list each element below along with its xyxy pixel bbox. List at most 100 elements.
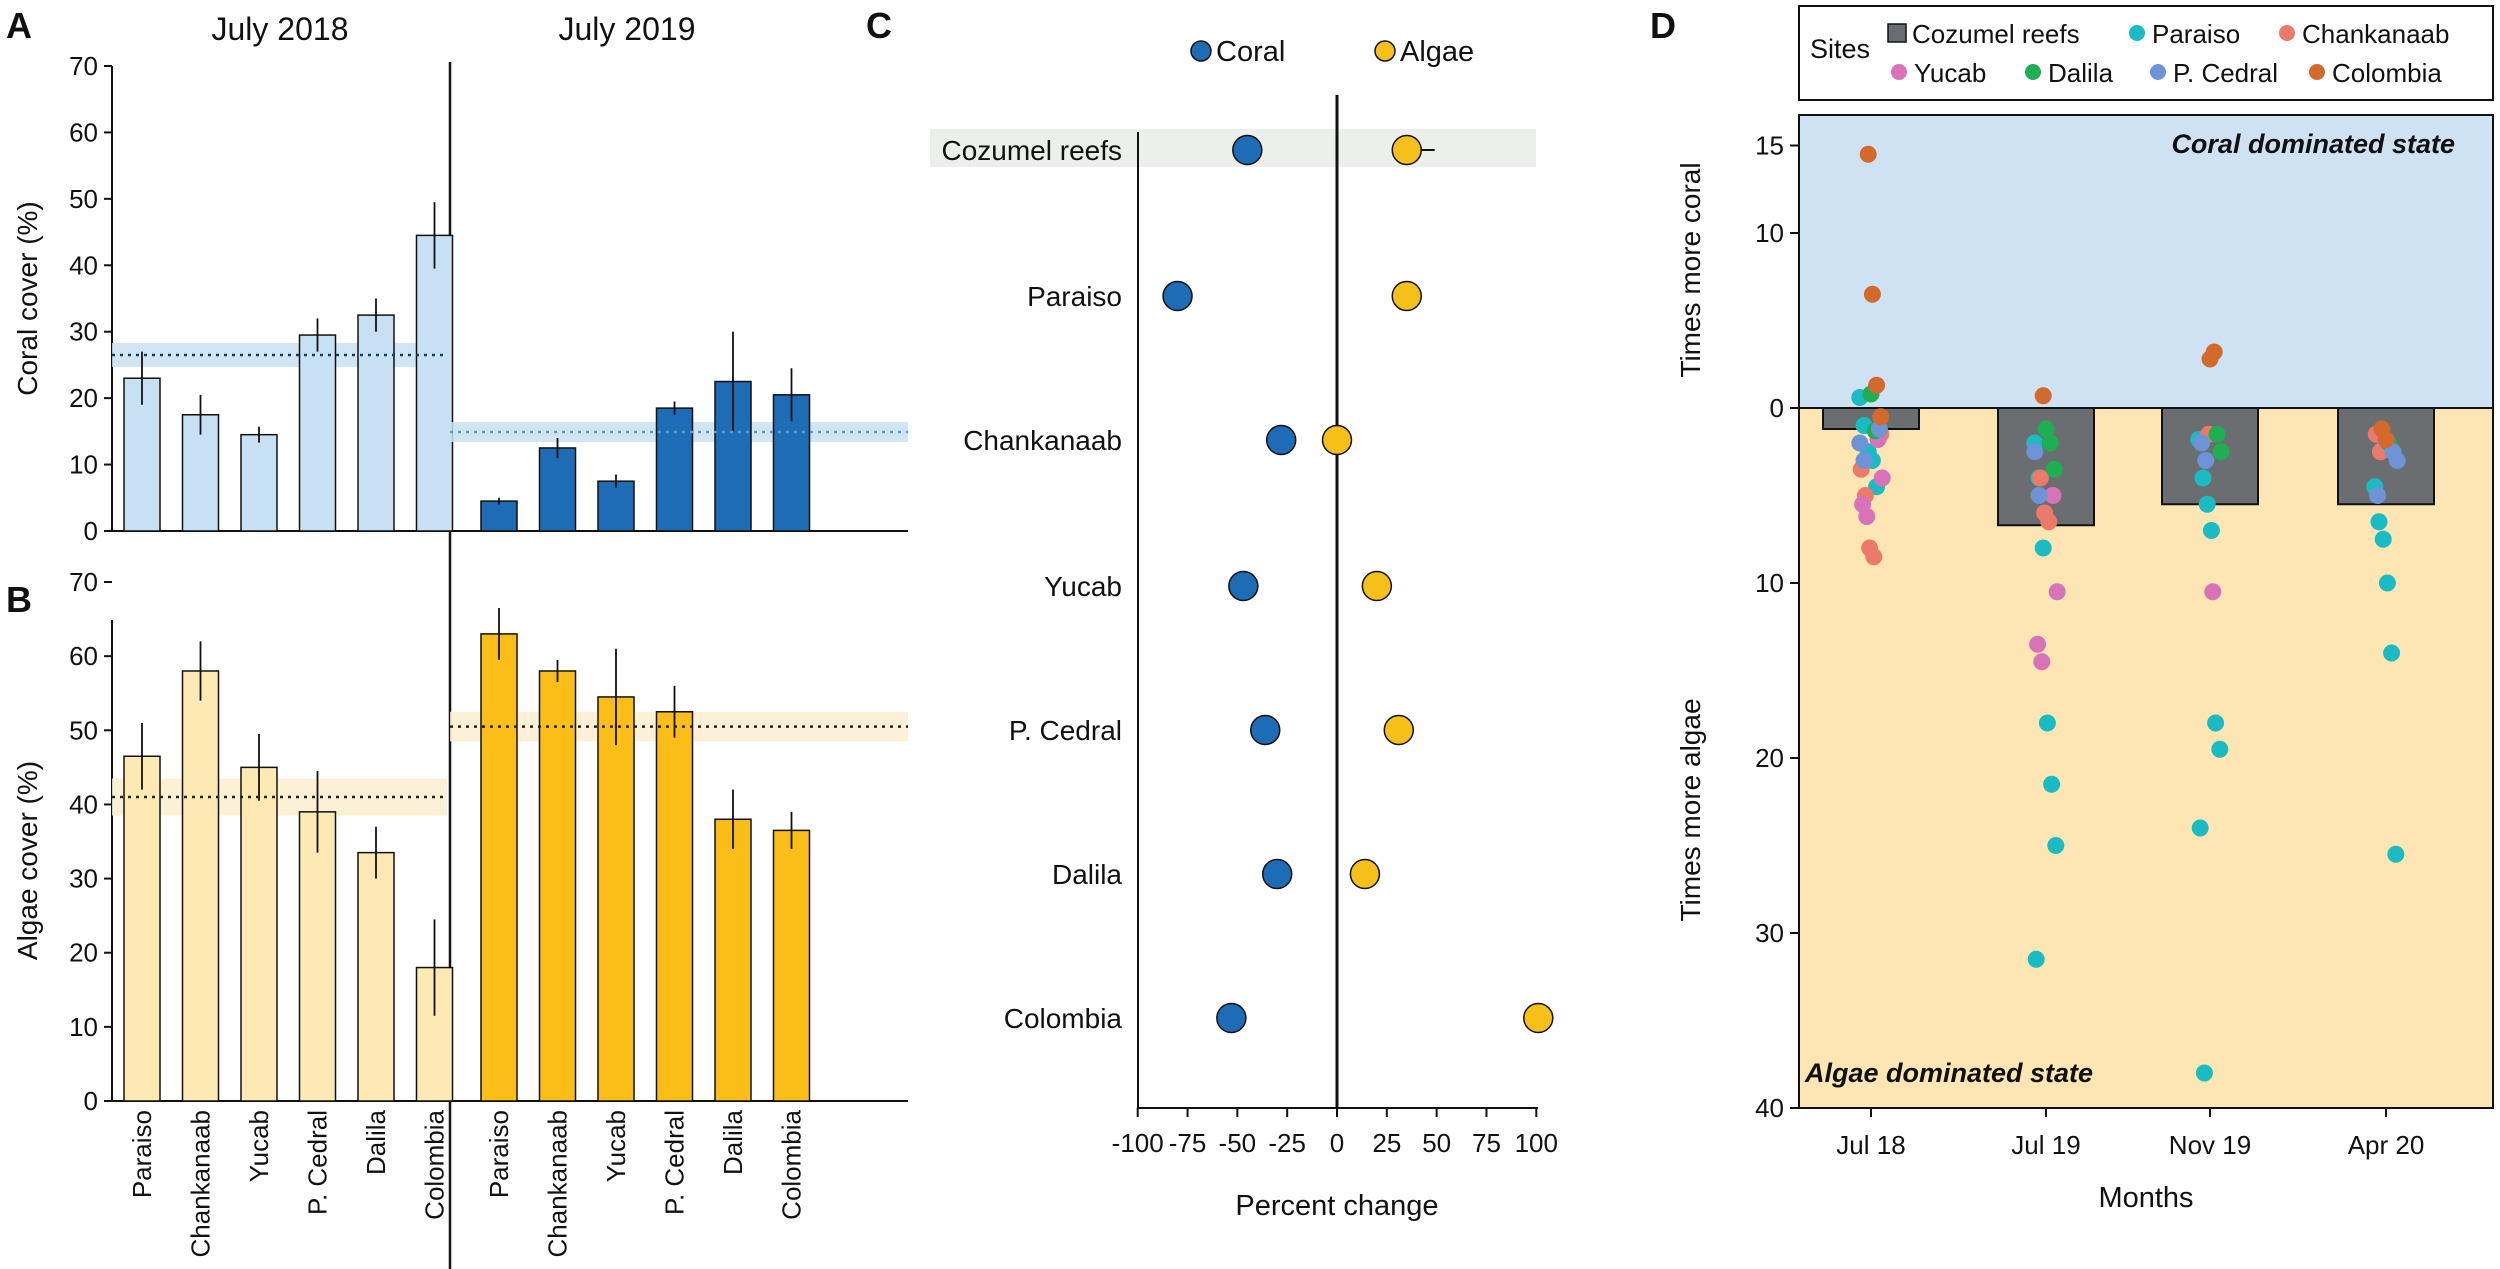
site-point-paraiso [2370,513,2388,531]
bar [357,851,395,1102]
x-tick-label: 50 [1422,1128,1451,1158]
site-point-colombia [1872,408,1890,426]
site-point-pcedral [1855,452,1873,469]
site-label: P. Cedral [1009,715,1122,746]
bar [480,500,518,532]
y-tick-label: 20 [69,938,98,968]
site-point-pcedral [1851,434,1869,452]
panel-letter-b: B [6,579,32,620]
coral-point [1232,134,1263,166]
site-point-paraiso [2034,539,2052,557]
algae-point [1321,424,1353,456]
bar [357,314,395,532]
site-point-paraiso [2387,845,2405,863]
category-label: Dalila [718,1109,748,1175]
site-point-paraiso [2198,495,2216,513]
y-tick-label: 50 [69,184,98,214]
category-label: Dalila [361,1109,391,1175]
site-label: Dalila [1052,859,1122,890]
algae-point [1523,1002,1554,1034]
bar [655,407,694,532]
group-title: July 2018 [212,11,349,47]
bar [298,811,337,1102]
legend-label: Dalila [2048,58,2114,88]
x-tick-label: 0 [1330,1128,1344,1158]
y-tick-label: 0 [1770,393,1784,423]
coral-point [1265,424,1297,456]
category-label: Paraiso [127,1110,157,1198]
category-label: P. Cedral [660,1110,690,1215]
y-tick-label: 30 [69,317,98,347]
site-point-paraiso [2027,950,2045,968]
site-point-dalila [2208,425,2226,443]
x-tick-label: Jul 19 [2011,1130,2080,1160]
panel-c: Coral Algae -100 -75 -50 -25 0 25 50 75 100 Percent… [930,36,1558,1222]
y-tick-label: 0 [84,1086,98,1116]
site-point-paraiso [2194,469,2212,487]
coral-point [1228,570,1259,602]
site-point-dalila [2045,460,2063,478]
y-tick-label: 10 [69,450,98,480]
y-tick-label: 40 [1755,1093,1784,1123]
y-axis-label: Coral cover (%) [12,201,43,395]
x-tick-label: -75 [1169,1128,1207,1158]
legend-marker [2279,25,2295,41]
site-point-paraiso [2378,574,2396,592]
site-point-yucab [2048,583,2066,601]
x-axis-label: Percent change [1235,1190,1438,1222]
y-tick-label: 20 [1755,743,1784,773]
y-tick-label: 70 [69,51,98,81]
bar [240,766,278,1102]
site-point-paraiso [2195,1064,2213,1082]
site-point-colombia [2205,343,2223,361]
site-point-yucab [1873,469,1891,487]
site-point-chankanaab [2040,513,2058,531]
legend-algae-label: Algae [1400,36,1474,68]
y-label-bottom: Times more algae [1675,698,1706,921]
x-tick-label: Nov 19 [2169,1130,2251,1160]
bar [597,696,635,1102]
bar [415,234,454,532]
y-tick-label: 60 [69,641,98,671]
site-point-yucab [2044,487,2062,504]
y-tick-label: 40 [69,789,98,819]
y-tick-label: 10 [1755,568,1784,598]
bar [240,433,278,532]
legend-marker [1887,23,1907,43]
y-tick-label: 15 [1755,131,1784,161]
legend-label: Cozumel reefs [1912,19,2080,49]
site-point-yucab [2204,583,2222,601]
y-tick-label: 50 [69,715,98,745]
site-point-paraiso [2047,837,2065,854]
y-tick-label: 0 [84,516,98,546]
algae-point [1391,280,1423,312]
legend-label: Colombia [2332,58,2442,88]
legend-label: Chankanaab [2302,19,2449,49]
legend-marker [2025,64,2041,80]
site-point-chankanaab [2031,469,2049,487]
algae-point [1349,858,1381,890]
bar [772,829,811,1102]
site-point-colombia [2377,431,2395,448]
category-label: Chankanaab [186,1110,216,1257]
site-point-paraiso [2207,714,2225,732]
legend-coral-marker [1190,40,1212,62]
x-tick-label: -25 [1268,1128,1306,1158]
x-tick-label: Apr 20 [2348,1130,2425,1160]
bar [123,755,161,1102]
site-point-colombia [1859,145,1877,163]
coral-point [1250,714,1281,746]
coral-point [1216,1002,1247,1034]
site-point-paraiso [2383,644,2401,662]
y-tick-label: 30 [69,864,98,894]
category-label: Chankanaab [543,1110,573,1257]
x-tick-label: Jul 18 [1836,1130,1905,1160]
bar [538,670,577,1102]
bar [714,380,752,532]
site-point-paraiso [2202,522,2220,539]
legend-marker [1891,64,1907,80]
y-tick-label: 40 [69,250,98,280]
site-label: Yucab [1044,571,1122,602]
site-point-dalila [2041,434,2059,452]
